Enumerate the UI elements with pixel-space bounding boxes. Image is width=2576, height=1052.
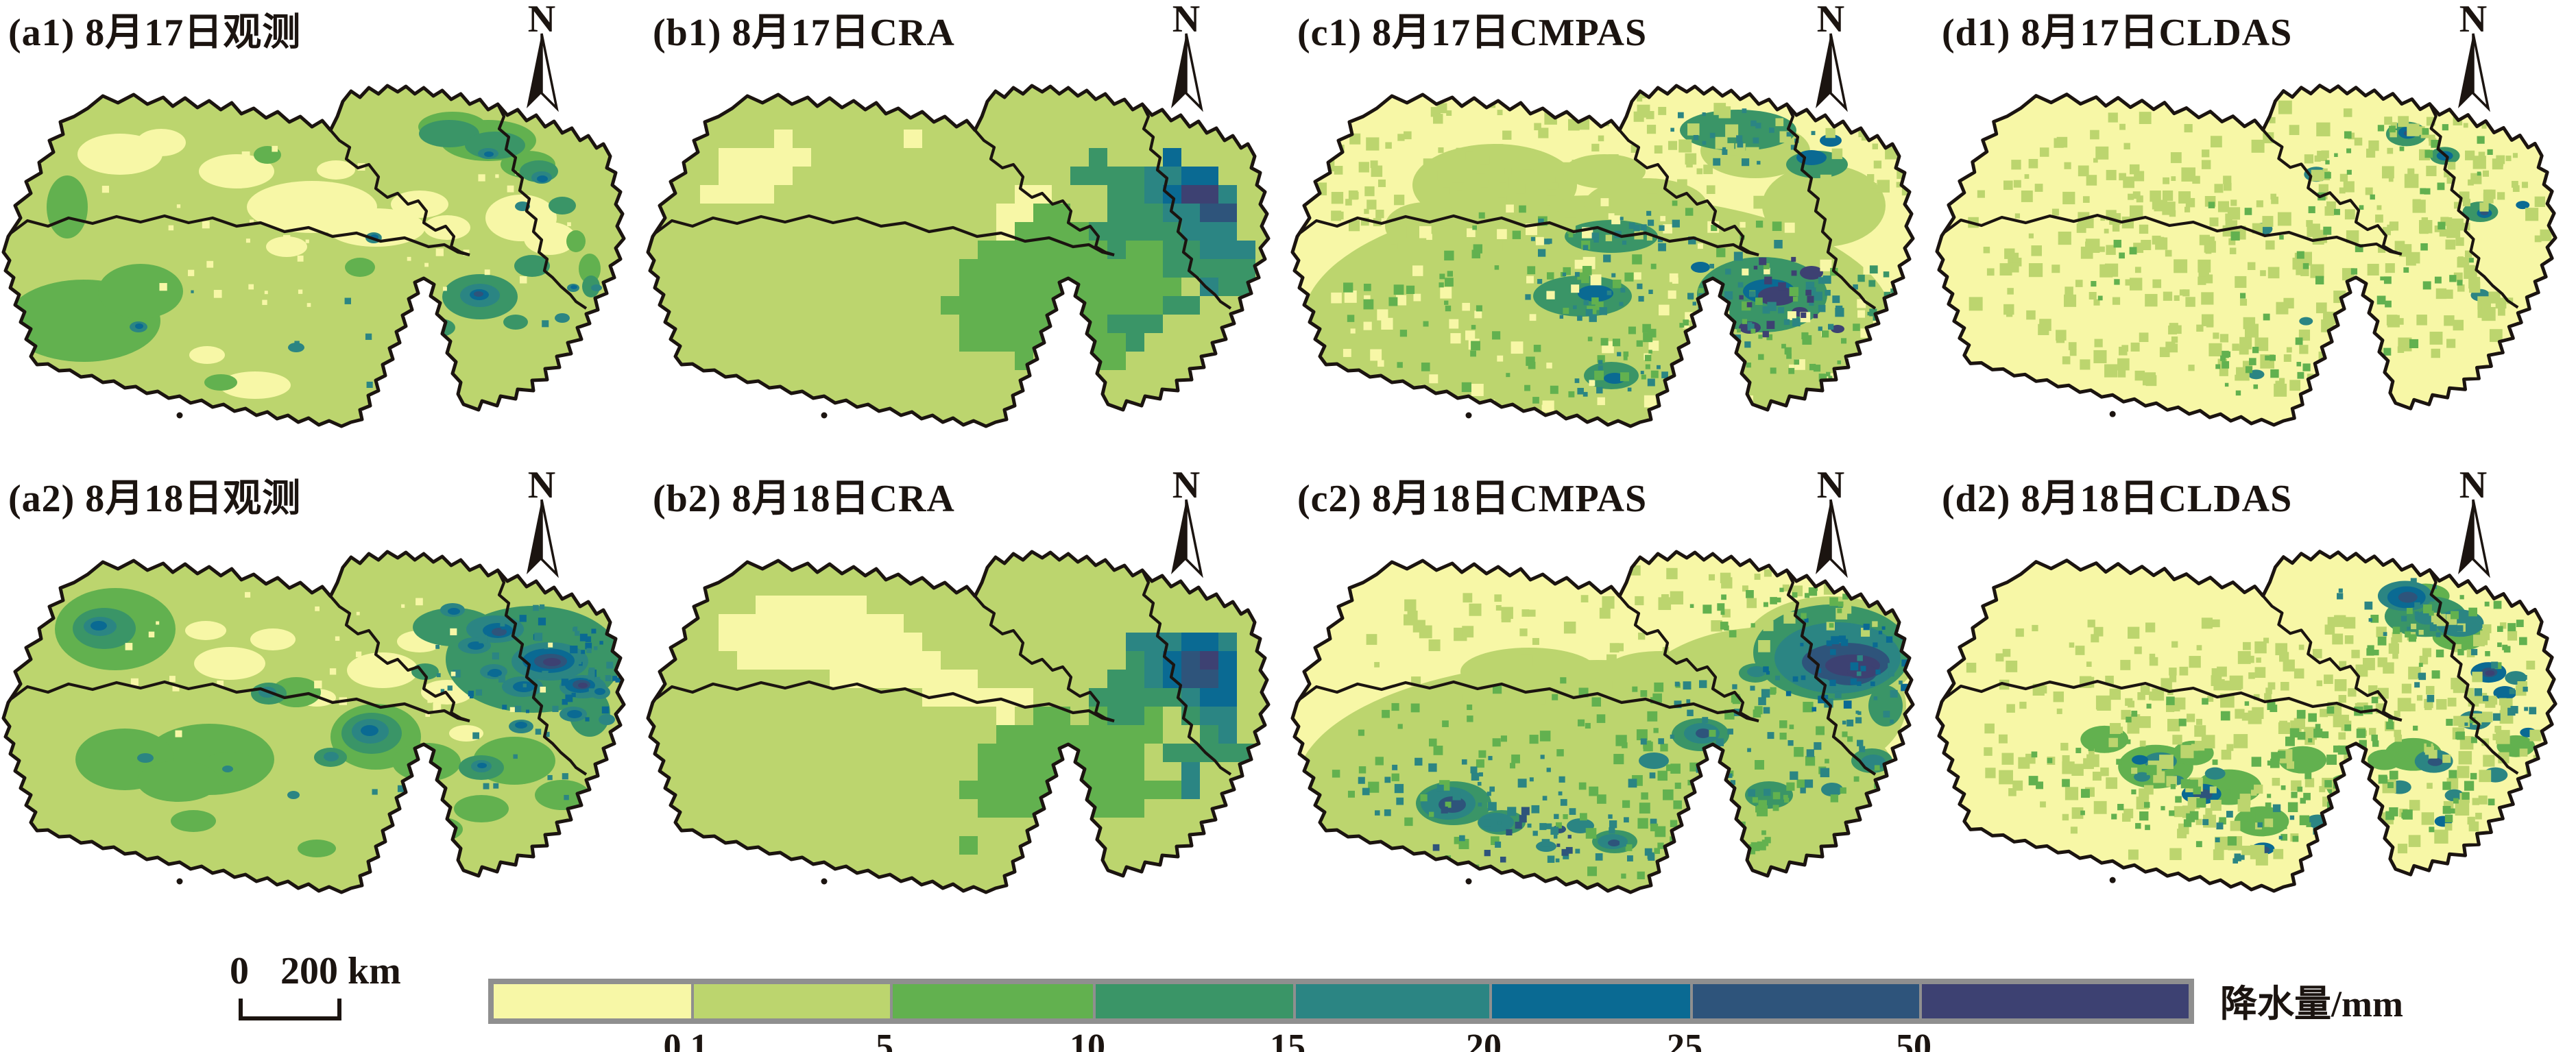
map-canvas: [646, 550, 1271, 894]
north-label: N: [527, 0, 556, 40]
north-needle-icon: [2458, 499, 2490, 578]
legend-cell: [890, 984, 1093, 1018]
map-canvas: [1290, 84, 1915, 428]
panel-title: (a2) 8月18日观测: [8, 478, 302, 520]
north-needle-icon: [527, 499, 559, 578]
panel-title: (c2) 8月18日CMPAS: [1297, 478, 1648, 520]
legend-title: 降水量/mm: [2220, 983, 2403, 1025]
legend-threshold-label: 25: [1667, 1027, 1702, 1052]
panel-c2: (c2) 8月18日CMPAS N: [1289, 466, 1934, 932]
panel-title: (b2) 8月18日CRA: [653, 478, 955, 520]
legend-threshold-label: 15: [1270, 1027, 1305, 1052]
legend-threshold-label: 10: [1070, 1027, 1105, 1052]
legend-labels: 0.1 5 10 15 20 25 50: [488, 1027, 2183, 1052]
north-arrow: N: [1159, 466, 1214, 578]
legend-cell: [1489, 984, 1690, 1018]
north-arrow: N: [2446, 466, 2501, 578]
north-arrow: N: [514, 466, 569, 578]
map-canvas: [1, 550, 626, 894]
legend-cell: [494, 984, 691, 1018]
panel-a1: (a1) 8月17日观测 N: [0, 0, 645, 466]
panel-title: (c1) 8月17日CMPAS: [1297, 12, 1648, 54]
legend-cell: [1093, 984, 1293, 1018]
north-needle-icon: [527, 33, 559, 112]
scale-zero-label: 0: [230, 950, 249, 992]
panel-title: (b1) 8月17日CRA: [653, 12, 955, 54]
north-label: N: [2459, 464, 2488, 506]
north-label: N: [1816, 464, 1845, 506]
map-canvas: [646, 84, 1271, 428]
panel-c1: (c1) 8月17日CMPAS N: [1289, 0, 1934, 466]
north-label: N: [2459, 0, 2488, 40]
north-arrow: N: [1803, 466, 1858, 578]
north-arrow: N: [514, 0, 569, 112]
north-needle-icon: [1171, 33, 1203, 112]
legend-threshold-label: 0.1: [663, 1027, 708, 1052]
panel-title: (d1) 8月17日CLDAS: [1942, 12, 2293, 54]
scale-bar: 0 200 km: [230, 949, 401, 993]
legend-bar: [488, 979, 2194, 1024]
map-canvas: [1935, 84, 2557, 427]
legend-threshold-label: 5: [876, 1027, 893, 1052]
scale-bracket: [239, 999, 341, 1020]
map-canvas: [1290, 550, 1915, 894]
legend-cell: [1293, 984, 1489, 1018]
north-arrow: N: [1803, 0, 1858, 112]
north-needle-icon: [1171, 499, 1203, 578]
north-arrow: N: [2446, 0, 2501, 112]
north-arrow: N: [1159, 0, 1214, 112]
scale-distance-label: 200 km: [280, 950, 401, 992]
panel-title: (d2) 8月18日CLDAS: [1942, 478, 2293, 520]
legend-threshold-label: 50: [1896, 1027, 1931, 1052]
north-label: N: [1816, 0, 1845, 40]
north-label: N: [527, 464, 556, 506]
north-label: N: [1172, 464, 1201, 506]
legend-cell: [1919, 984, 2189, 1018]
panel-b2: (b2) 8月18日CRA N: [645, 466, 1289, 932]
legend-cell: [691, 984, 890, 1018]
north-label: N: [1172, 0, 1201, 40]
panel-d1: (d1) 8月17日CLDAS N: [1934, 0, 2576, 466]
legend-threshold-label: 20: [1466, 1027, 1502, 1052]
legend-cell: [1690, 984, 1919, 1018]
map-canvas: [1935, 550, 2557, 893]
north-needle-icon: [1816, 499, 1848, 578]
panel-title: (a1) 8月17日观测: [8, 12, 302, 54]
panel-d2: (d2) 8月18日CLDAS N: [1934, 466, 2576, 932]
panel-a2: (a2) 8月18日观测 N: [0, 466, 645, 932]
map-canvas: [1, 84, 626, 428]
north-needle-icon: [1816, 33, 1848, 112]
panel-b1: (b1) 8月17日CRA N: [645, 0, 1289, 466]
north-needle-icon: [2458, 33, 2490, 112]
